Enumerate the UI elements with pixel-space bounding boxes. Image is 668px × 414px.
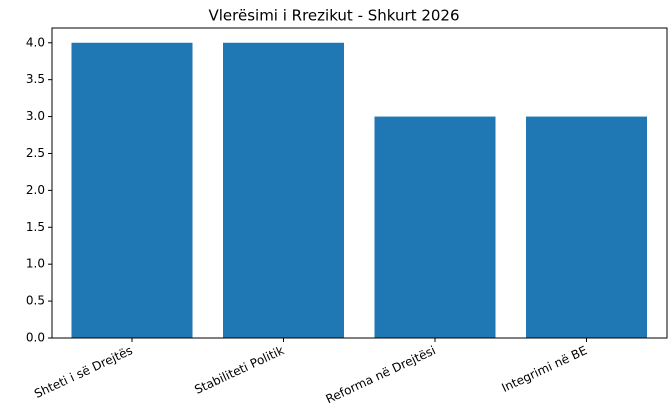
x-tick-label: Reforma në Drejtësi — [324, 343, 438, 406]
x-tick-label: Shteti i së Drejtës — [32, 343, 135, 401]
plot-frame — [51, 27, 668, 339]
y-tick-label: 1.5 — [26, 220, 45, 234]
y-tick-label: 0.5 — [26, 294, 45, 308]
bar — [71, 42, 193, 339]
y-tick-label: 1.0 — [26, 257, 45, 271]
bar — [374, 116, 496, 338]
y-tick-label: 2.0 — [26, 183, 45, 197]
y-tick-label: 3.5 — [26, 72, 45, 86]
y-tick-label: 3.0 — [26, 109, 45, 123]
bar — [526, 116, 647, 338]
bar — [223, 42, 344, 339]
y-tick-label: 2.5 — [26, 146, 45, 160]
chart-title: Vlerësimi i Rrezikut - Shkurt 2026 — [208, 7, 459, 25]
x-tick-label: Stabiliteti Politik — [192, 343, 286, 397]
y-tick-label: 0.0 — [26, 331, 45, 345]
x-tick-label: Integrimi në BE — [499, 343, 589, 395]
y-tick-label: 4.0 — [26, 35, 45, 49]
